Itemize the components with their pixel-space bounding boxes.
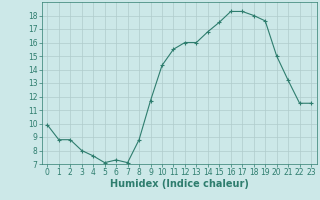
X-axis label: Humidex (Indice chaleur): Humidex (Indice chaleur) xyxy=(110,179,249,189)
